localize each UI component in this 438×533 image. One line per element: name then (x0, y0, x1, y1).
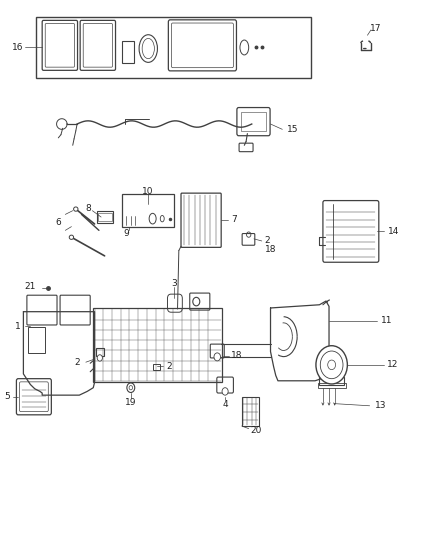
Text: 6: 6 (56, 219, 61, 228)
Bar (318, 383, 346, 387)
Bar (122, 41, 134, 63)
Ellipse shape (222, 387, 228, 395)
Bar (96, 349, 104, 356)
Text: 2: 2 (265, 237, 271, 246)
Text: 19: 19 (125, 398, 137, 407)
Text: 14: 14 (389, 227, 400, 236)
Ellipse shape (193, 297, 200, 306)
Text: 11: 11 (381, 316, 392, 325)
Bar (241, 112, 266, 132)
Ellipse shape (328, 360, 336, 369)
Text: 3: 3 (172, 279, 177, 288)
Bar (152, 364, 159, 370)
Text: 17: 17 (371, 24, 382, 33)
Text: 5: 5 (4, 392, 11, 401)
Text: 13: 13 (375, 401, 387, 410)
Text: 1: 1 (15, 321, 21, 330)
Text: 16: 16 (11, 43, 23, 52)
Ellipse shape (214, 353, 220, 361)
Ellipse shape (69, 235, 74, 239)
Text: 4: 4 (223, 400, 228, 409)
Bar (35, 17, 311, 78)
Ellipse shape (97, 355, 102, 361)
Bar (242, 397, 259, 426)
Bar (98, 213, 112, 221)
Text: 10: 10 (142, 187, 154, 196)
Text: 2: 2 (166, 362, 172, 371)
Text: 12: 12 (387, 360, 399, 369)
Bar (93, 308, 222, 382)
Ellipse shape (74, 207, 78, 211)
Text: 20: 20 (251, 426, 262, 435)
Bar (122, 193, 173, 227)
Text: 21: 21 (24, 282, 35, 291)
Ellipse shape (316, 346, 347, 384)
Bar (28, 327, 45, 353)
Text: 2: 2 (74, 358, 80, 367)
Text: 9: 9 (124, 229, 129, 238)
Bar (97, 211, 113, 223)
Ellipse shape (320, 351, 343, 378)
Text: 15: 15 (287, 125, 298, 134)
Text: 18: 18 (231, 351, 243, 360)
Text: 8: 8 (85, 204, 91, 213)
Bar (319, 377, 344, 384)
Text: 7: 7 (231, 215, 237, 224)
Text: 18: 18 (265, 245, 276, 254)
